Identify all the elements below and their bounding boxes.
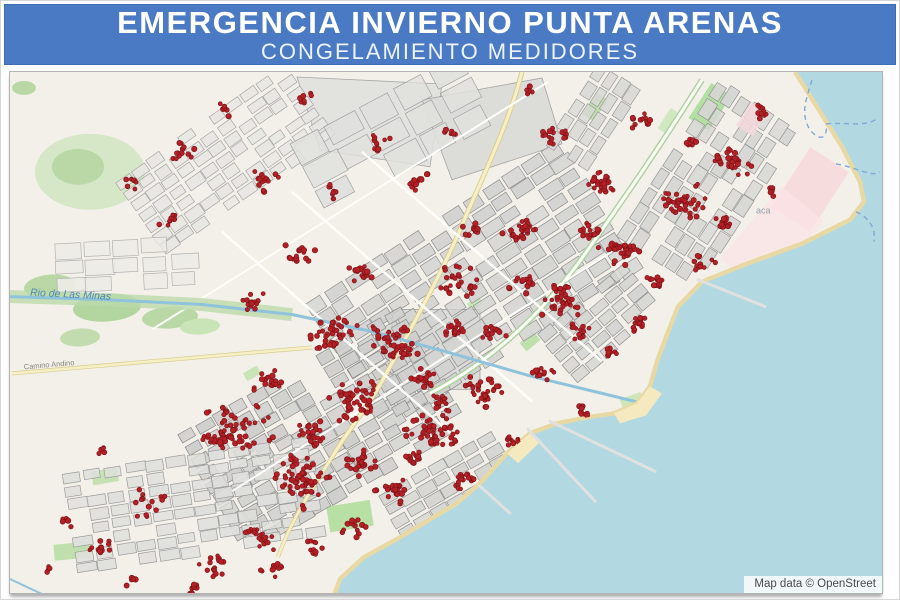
pier [526,427,597,503]
park-area [519,331,541,352]
park-area [242,365,262,382]
land-features [10,72,849,574]
banner-subtitle: CONGELAMIENTO MEDIDORES [260,38,640,64]
map-canvas[interactable]: Rio de Las Minas Camino Andino aca [10,72,882,593]
map-attribution: Map data © OpenStreet [744,576,882,593]
sea-water [334,72,882,593]
city-blocks [54,236,200,293]
ferry-route [825,117,879,125]
park-area [180,318,220,335]
park-area [60,328,100,347]
street [231,250,613,493]
district-label: aca [756,206,771,216]
meter-dots [44,83,777,593]
pier [478,484,512,515]
map: Rio de Las Minas Camino Andino aca Map dat… [9,71,883,594]
beach-area [614,386,662,424]
city-blocks [545,72,641,172]
stream [10,578,43,593]
park-area [52,148,104,185]
beach-area [507,433,541,464]
park-area [12,80,36,95]
city-blocks [61,436,327,574]
river-label: Rio de Las Minas [30,288,112,303]
road-label: Camino Andino [23,358,74,371]
ferry-route [803,79,828,138]
ferry-route [855,211,876,242]
ferry-route [835,163,881,175]
banner-title: EMERGENCIA INVIERNO PUNTA ARENAS [117,4,783,40]
pier [696,278,767,309]
river [10,295,649,406]
city-blocks [616,81,796,282]
street [151,81,549,331]
banner: EMERGENCIA INVIERNO PUNTA ARENAS CONGELA… [4,4,896,65]
street [361,150,603,363]
pier [548,419,657,473]
city-blocks [289,72,492,209]
